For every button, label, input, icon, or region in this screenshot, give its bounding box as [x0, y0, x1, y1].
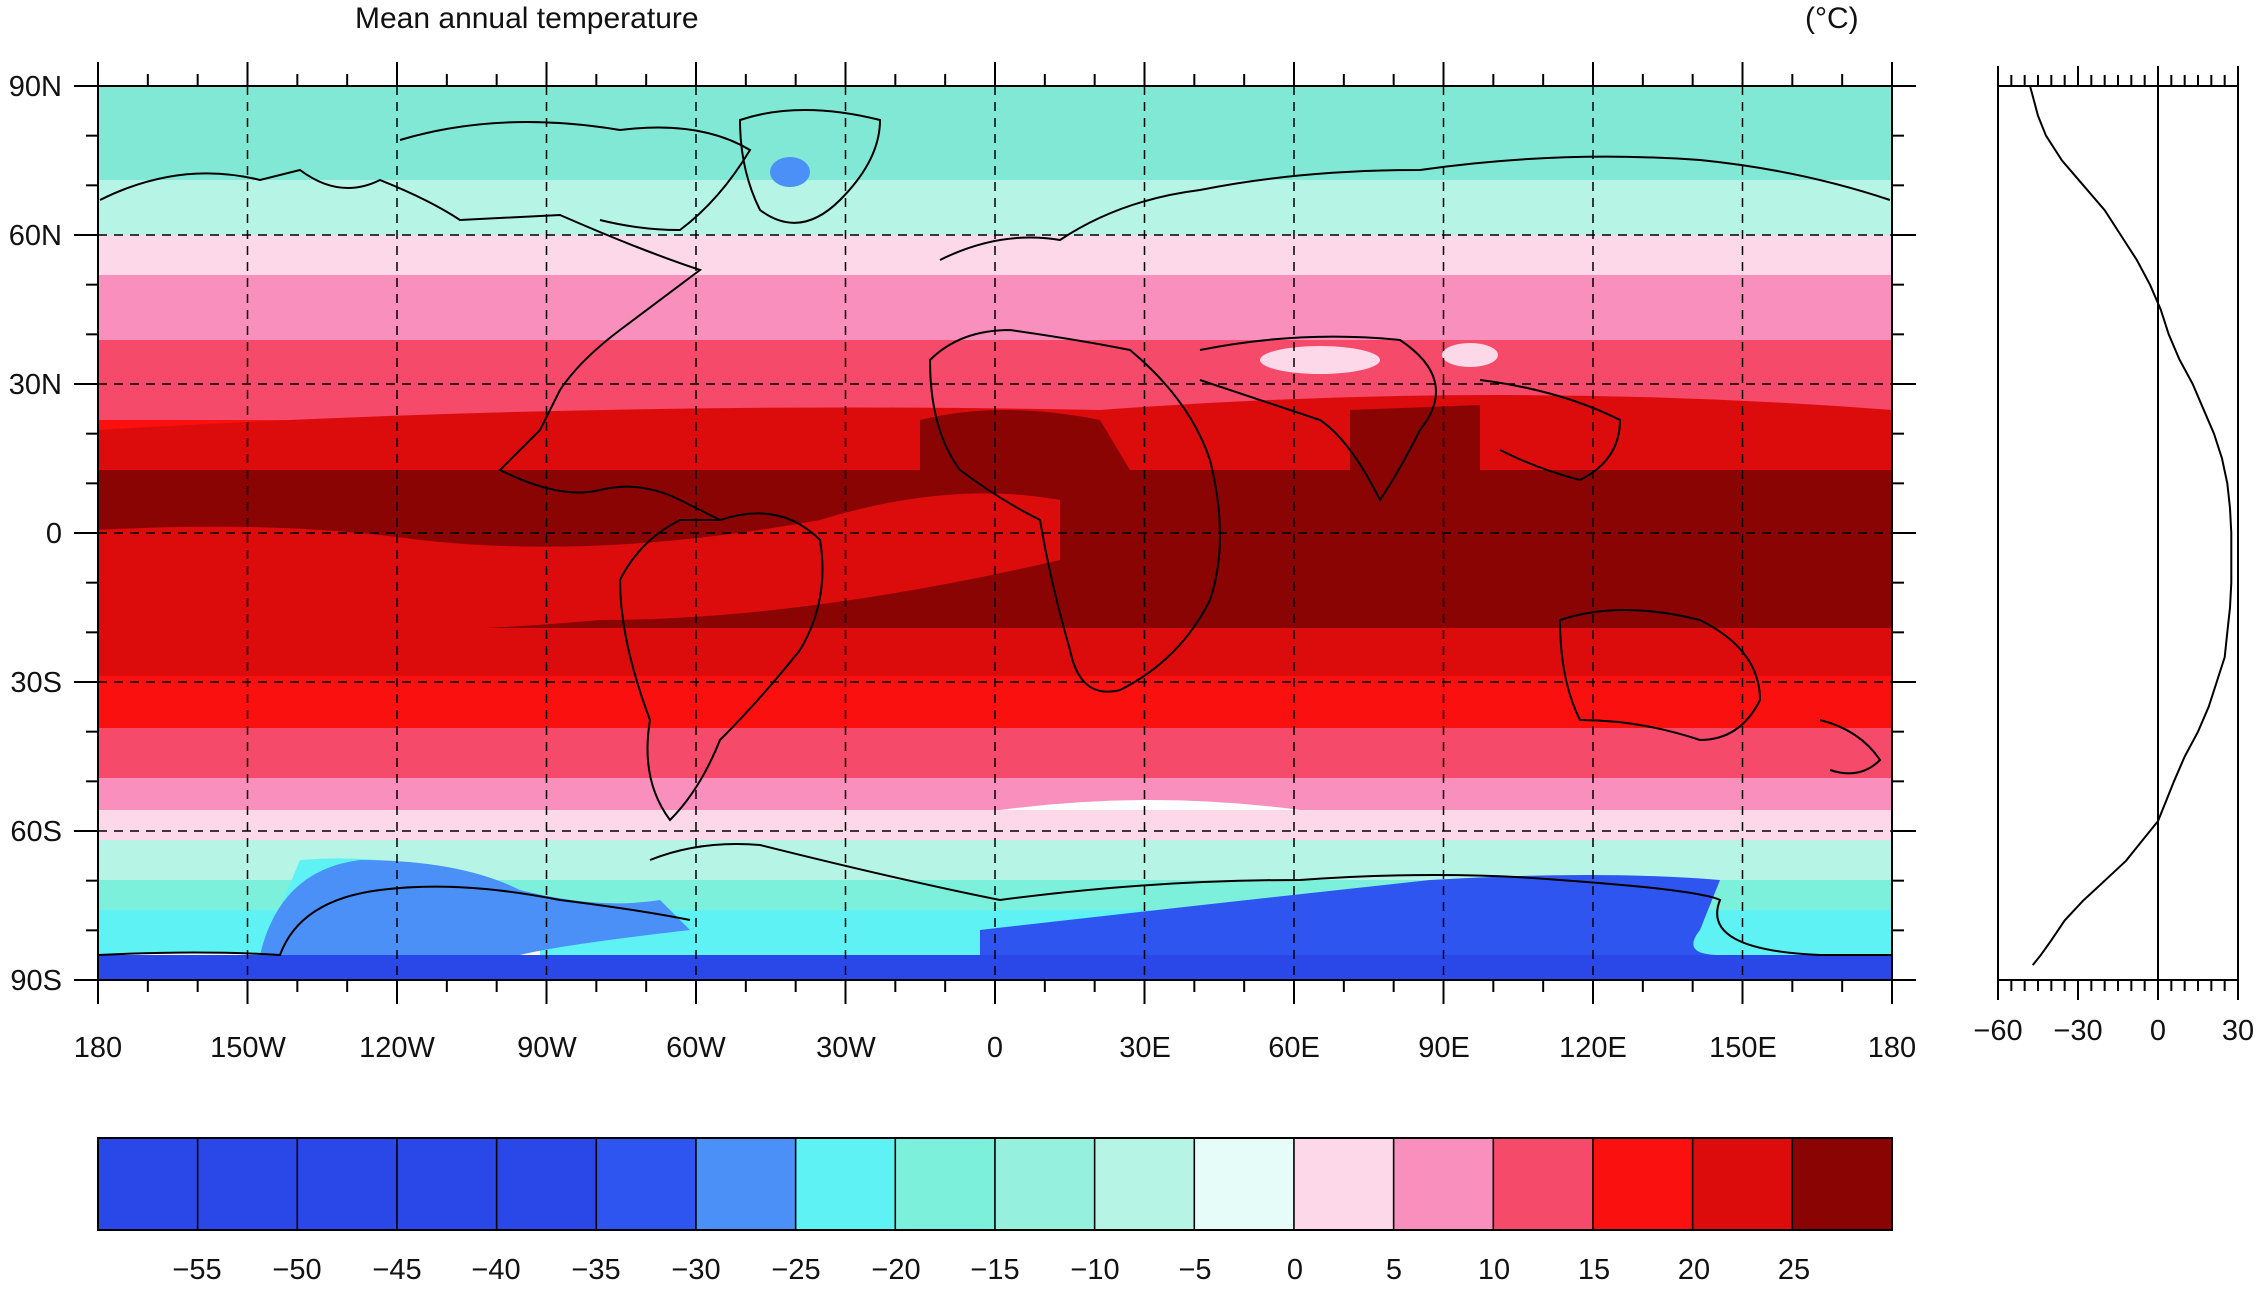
colorbar-swatch — [695, 1137, 797, 1231]
lon-label: 30E — [1119, 1032, 1171, 1064]
colorbar-swatch — [994, 1137, 1096, 1231]
colorbar-label: −35 — [571, 1254, 620, 1286]
profile-tick-label: 30 — [2222, 1015, 2254, 1047]
lon-label: 60W — [666, 1032, 726, 1064]
colorbar-swatch — [794, 1137, 897, 1231]
colorbar-label: −55 — [172, 1254, 221, 1286]
profile-tick-label: 0 — [2150, 1015, 2166, 1047]
lon-label: 180 — [1868, 1032, 1916, 1064]
grid-lines — [98, 86, 1892, 980]
profile-tick-label: −60 — [1973, 1015, 2022, 1047]
colorbar-swatch — [1691, 1137, 1794, 1231]
colorbar-swatch — [1492, 1137, 1594, 1231]
coastlines — [97, 109, 1892, 957]
lon-label: 60E — [1268, 1032, 1320, 1064]
colorbar-label: 10 — [1478, 1254, 1510, 1286]
colorbar-label: −15 — [970, 1254, 1019, 1286]
lon-label: 180 — [74, 1032, 122, 1064]
colorbar-label: −50 — [272, 1254, 321, 1286]
units-label: (°C) — [1805, 2, 1859, 35]
lon-label: 30W — [816, 1032, 876, 1064]
lon-label: 150W — [210, 1032, 286, 1064]
colorbar-swatch — [595, 1137, 697, 1231]
colorbar-label: −20 — [871, 1254, 920, 1286]
colorbar-swatch — [296, 1137, 398, 1231]
colorbar-label: −45 — [372, 1254, 421, 1286]
zonal-profile-panel: −60 −30 0 30 — [1973, 66, 2254, 1047]
map-ticks — [74, 62, 1916, 1004]
colorbar-swatch — [196, 1137, 299, 1231]
colorbar-label: 0 — [1287, 1254, 1303, 1286]
colorbar-swatch — [396, 1137, 498, 1231]
profile-ticks — [1997, 66, 2239, 1000]
colorbar-frame — [97, 1137, 1893, 1231]
colorbar-swatch — [1193, 1137, 1295, 1231]
colorbar: −55 −50 −45 −40 −35 −30 −25 −20 −15 −10 … — [97, 1137, 1893, 1286]
profile-curve — [2029, 85, 2233, 966]
map-title: Mean annual temperature — [355, 2, 699, 35]
colorbar-label: 5 — [1386, 1254, 1402, 1286]
lat-label: 60S — [10, 816, 62, 848]
colorbar-swatch — [1293, 1137, 1395, 1231]
colorbar-swatch — [894, 1137, 996, 1231]
lon-label: 90E — [1418, 1032, 1470, 1064]
colorbar-swatch — [1093, 1137, 1196, 1231]
colorbar-label: −25 — [771, 1254, 820, 1286]
lon-label: 90W — [517, 1032, 577, 1064]
profile-tick-label: −30 — [2053, 1015, 2102, 1047]
colorbar-labels: −55 −50 −45 −40 −35 −30 −25 −20 −15 −10 … — [172, 1254, 1810, 1286]
lon-label: 0 — [987, 1032, 1003, 1064]
colorbar-label: −5 — [1178, 1254, 1211, 1286]
lat-label: 30N — [9, 369, 62, 401]
lat-label: 90S — [10, 965, 62, 997]
lat-label: 90N — [9, 71, 62, 103]
lat-label: 0 — [46, 518, 62, 550]
lat-label: 60N — [9, 220, 62, 252]
colorbar-label: −10 — [1070, 1254, 1119, 1286]
lon-label: 120W — [359, 1032, 435, 1064]
colorbar-label: −40 — [471, 1254, 520, 1286]
colorbar-label: −30 — [671, 1254, 720, 1286]
lon-label: 120E — [1559, 1032, 1627, 1064]
colorbar-label: 20 — [1678, 1254, 1710, 1286]
lon-label: 150E — [1709, 1032, 1777, 1064]
profile-tick-labels: −60 −30 0 30 — [1973, 1015, 2254, 1047]
colorbar-swatches — [97, 1137, 1893, 1231]
colorbar-label: 25 — [1778, 1254, 1810, 1286]
profile-frame — [1997, 85, 2239, 981]
map-panel: 90N 60N 30N 0 30S 60S 90S 180 150W 120W … — [9, 62, 1916, 1064]
colorbar-swatch — [97, 1137, 199, 1231]
lat-label: 30S — [10, 667, 62, 699]
colorbar-swatch — [1592, 1137, 1694, 1231]
colorbar-swatch — [1791, 1137, 1893, 1231]
lon-labels: 180 150W 120W 90W 60W 30W 0 30E 60E 90E … — [74, 1032, 1916, 1064]
colorbar-swatch — [495, 1137, 598, 1231]
colorbar-swatch — [1392, 1137, 1495, 1231]
colorbar-label: 15 — [1578, 1254, 1610, 1286]
lat-labels: 90N 60N 30N 0 30S 60S 90S — [9, 71, 62, 997]
